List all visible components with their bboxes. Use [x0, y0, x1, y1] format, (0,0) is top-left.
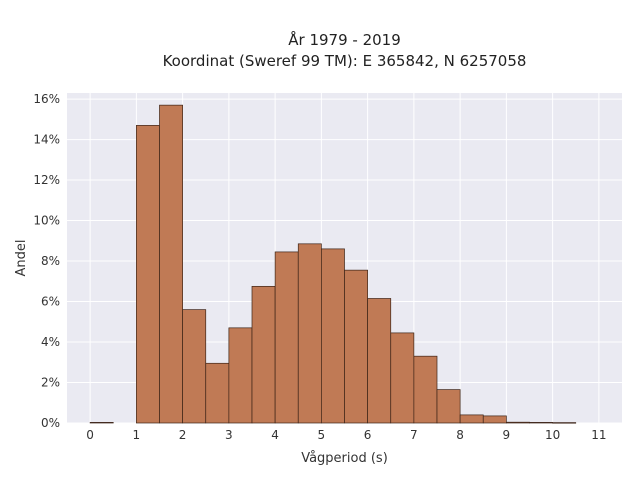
histogram-bar	[436, 389, 461, 424]
histogram-bar	[136, 125, 160, 424]
y-tick-label: 4%	[41, 335, 60, 349]
histogram-bar	[413, 355, 438, 424]
y-axis-ticks: 0% 2% 4% 6% 8% 10% 12% 14% 16%	[33, 92, 60, 430]
x-tick-label: 2	[179, 428, 187, 442]
histogram-bar	[251, 285, 276, 424]
x-tick-label: 7	[410, 428, 418, 442]
y-tick-label: 0%	[41, 416, 60, 430]
y-axis-label: Andel	[14, 240, 29, 277]
x-tick-label: 3	[225, 428, 233, 442]
x-tick-label: 5	[318, 428, 326, 442]
x-tick-label: 11	[591, 428, 606, 442]
bars	[89, 104, 577, 424]
x-tick-label: 4	[271, 428, 279, 442]
histogram-bar	[506, 421, 530, 424]
histogram-bar	[459, 414, 484, 424]
histogram-bar	[390, 332, 415, 424]
histogram-bar	[482, 415, 507, 424]
y-tick-label: 14%	[33, 133, 60, 147]
histogram-bar	[274, 251, 299, 424]
x-tick-label: 1	[133, 428, 141, 442]
chart-title: År 1979 - 2019	[288, 30, 401, 49]
x-axis-ticks: 0 1 2 3 4 5 6 7 8 9 10 11	[86, 428, 606, 442]
y-tick-label: 16%	[33, 92, 60, 106]
histogram-bar	[89, 422, 114, 424]
y-tick-label: 2%	[41, 376, 60, 390]
histogram-bar	[182, 309, 207, 424]
histogram-bar	[297, 243, 322, 424]
y-tick-label: 8%	[41, 254, 60, 268]
histogram-bar	[159, 104, 183, 424]
histogram-bar	[529, 422, 553, 424]
histogram-bar	[321, 248, 345, 424]
x-tick-label: 9	[503, 428, 511, 442]
histogram-bar	[228, 327, 253, 424]
histogram-bar	[552, 422, 577, 424]
y-tick-label: 10%	[33, 214, 60, 228]
x-axis-label: Vågperiod (s)	[301, 451, 388, 466]
x-tick-label: 6	[364, 428, 372, 442]
x-tick-label: 8	[456, 428, 464, 442]
histogram-bar	[344, 269, 368, 424]
y-tick-label: 6%	[41, 295, 60, 309]
histogram-bar	[367, 298, 392, 424]
x-tick-label: 10	[545, 428, 560, 442]
y-tick-label: 12%	[33, 173, 60, 187]
chart-subtitle: Koordinat (Sweref 99 TM): E 365842, N 62…	[163, 52, 527, 70]
histogram-bar	[205, 362, 230, 424]
x-tick-label: 0	[86, 428, 94, 442]
